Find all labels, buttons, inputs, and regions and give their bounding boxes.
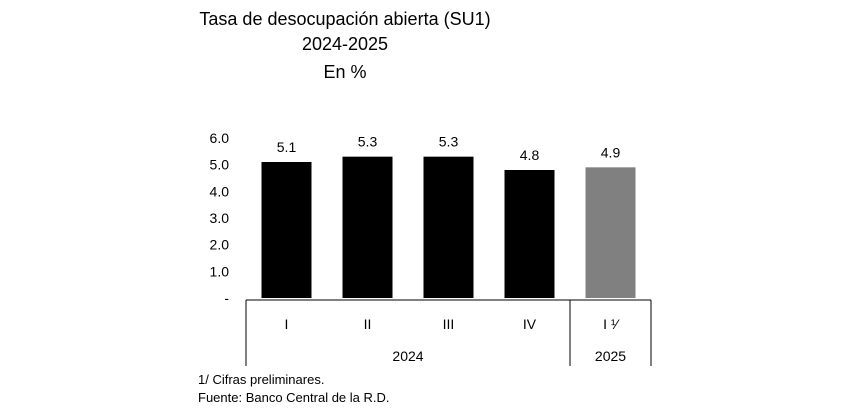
y-tick-label: 5.0 <box>210 157 230 173</box>
bar <box>423 156 474 298</box>
bars <box>261 156 636 298</box>
data-label: 4.8 <box>520 147 540 163</box>
bar <box>342 156 393 298</box>
data-label: 4.9 <box>601 144 621 160</box>
value-labels: 5.1 5.3 5.3 4.8 4.9 <box>277 134 621 163</box>
bar <box>261 162 312 298</box>
category-label: III <box>443 316 455 332</box>
category-label: IV <box>523 316 537 332</box>
y-axis-ticks: - 1.0 2.0 3.0 4.0 5.0 6.0 <box>210 130 230 306</box>
data-label: 5.3 <box>358 134 378 150</box>
data-label: 5.3 <box>439 134 459 150</box>
category-label: I ¹⁄ <box>603 316 620 332</box>
category-label: II <box>364 316 372 332</box>
bar <box>585 167 636 298</box>
y-tick-label: 1.0 <box>210 263 230 279</box>
y-tick-label: 6.0 <box>210 130 230 146</box>
bar <box>504 170 555 298</box>
group-label: 2024 <box>392 348 423 364</box>
data-label: 5.1 <box>277 139 297 155</box>
category-label: I <box>285 316 289 332</box>
y-tick-label: 4.0 <box>210 183 230 199</box>
footnote: 1/ Cifras preliminares. <box>198 372 325 387</box>
y-tick-label: 3.0 <box>210 210 230 226</box>
chart-title: Tasa de desocupación abierta (SU1) <box>199 9 491 29</box>
bar-chart: - 1.0 2.0 3.0 4.0 5.0 6.0 5.1 5.3 5.3 4.8 4.9 2024… <box>210 130 652 366</box>
chart-unit: En % <box>323 62 367 82</box>
y-tick-label: 2.0 <box>210 237 230 253</box>
y-tick-label: - <box>224 290 229 306</box>
group-label: 2025 <box>595 348 626 364</box>
chart-subtitle: 2024-2025 <box>301 34 389 54</box>
source-note: Fuente: Banco Central de la R.D. <box>198 390 390 405</box>
